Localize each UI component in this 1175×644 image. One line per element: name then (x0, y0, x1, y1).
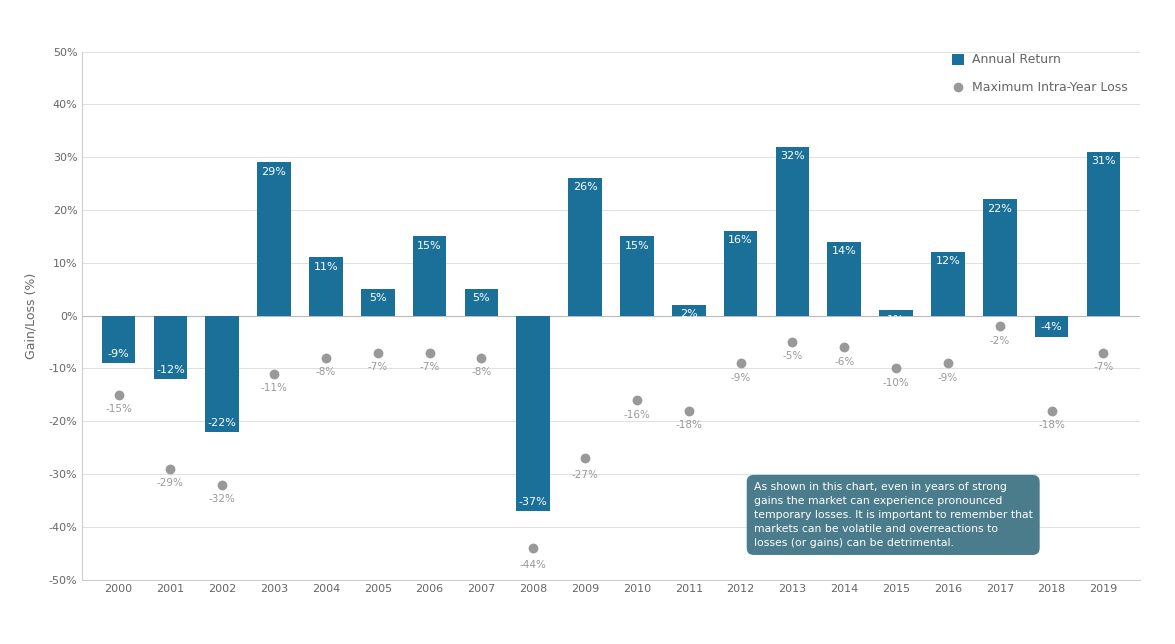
Bar (464, 289, 498, 316)
Text: -6%: -6% (834, 357, 854, 366)
Bar (931, 252, 965, 316)
Bar (1087, 152, 1120, 316)
Bar (102, 316, 135, 363)
Text: 16%: 16% (728, 235, 753, 245)
Text: -16%: -16% (624, 410, 650, 419)
Text: -22%: -22% (208, 417, 236, 428)
Point (316, 353, 335, 363)
Point (731, 358, 750, 368)
Text: -5%: -5% (783, 352, 803, 361)
Bar (776, 147, 810, 316)
Point (835, 342, 854, 352)
Bar (1035, 316, 1068, 337)
Text: 32%: 32% (780, 151, 805, 161)
Legend: Annual Return, Maximum Intra-Year Loss: Annual Return, Maximum Intra-Year Loss (945, 47, 1134, 100)
Bar (672, 305, 706, 316)
Point (991, 321, 1009, 331)
Text: -7%: -7% (1094, 362, 1114, 372)
Bar (412, 236, 446, 316)
Point (679, 406, 698, 416)
Point (264, 368, 283, 379)
Text: 22%: 22% (987, 204, 1012, 214)
Text: 2%: 2% (680, 309, 698, 319)
Bar (827, 242, 861, 316)
Text: -2%: -2% (989, 336, 1009, 346)
Y-axis label: Gain/Loss (%): Gain/Loss (%) (25, 272, 38, 359)
Text: -9%: -9% (731, 373, 751, 383)
Point (161, 464, 180, 474)
Text: -9%: -9% (938, 373, 958, 383)
Bar (569, 178, 602, 316)
Text: 15%: 15% (417, 241, 442, 251)
Point (421, 347, 439, 357)
Bar (154, 316, 187, 379)
Text: -8%: -8% (316, 367, 336, 377)
Text: -15%: -15% (105, 404, 132, 414)
Text: -9%: -9% (108, 349, 129, 359)
Text: -11%: -11% (261, 383, 288, 393)
Text: -37%: -37% (519, 497, 548, 507)
Bar (361, 289, 395, 316)
Text: 31%: 31% (1092, 156, 1116, 166)
Text: -4%: -4% (1041, 323, 1062, 332)
Bar (309, 258, 343, 316)
Point (1042, 406, 1061, 416)
Text: -27%: -27% (572, 469, 598, 480)
Point (213, 479, 231, 489)
Text: -44%: -44% (519, 560, 546, 569)
Text: 5%: 5% (472, 294, 490, 303)
Point (939, 358, 958, 368)
Text: -8%: -8% (471, 367, 491, 377)
Text: -7%: -7% (419, 362, 439, 372)
Text: 1%: 1% (887, 314, 905, 325)
Bar (724, 231, 758, 316)
Point (472, 353, 491, 363)
Text: -18%: -18% (676, 420, 703, 430)
Point (783, 337, 801, 347)
Bar (516, 316, 550, 511)
Text: 11%: 11% (314, 261, 338, 272)
Text: -32%: -32% (209, 494, 236, 504)
Point (368, 347, 387, 357)
Text: 26%: 26% (572, 182, 597, 193)
Text: As shown in this chart, even in years of strong
gains the market can experience : As shown in this chart, even in years of… (754, 482, 1033, 548)
Text: -12%: -12% (156, 365, 184, 375)
Point (887, 363, 906, 374)
Text: 12%: 12% (935, 256, 960, 267)
Text: -18%: -18% (1039, 420, 1065, 430)
Bar (257, 162, 291, 316)
Text: 15%: 15% (625, 241, 650, 251)
Bar (206, 316, 239, 431)
Bar (879, 310, 913, 316)
Point (1094, 347, 1113, 357)
Text: -10%: -10% (882, 378, 909, 388)
Point (576, 453, 595, 463)
Bar (983, 200, 1016, 316)
Text: -7%: -7% (368, 362, 388, 372)
Point (109, 390, 128, 400)
Point (627, 395, 646, 405)
Text: 14%: 14% (832, 246, 857, 256)
Text: -29%: -29% (157, 478, 183, 488)
Bar (620, 236, 653, 316)
Point (524, 543, 543, 553)
Text: 5%: 5% (369, 294, 387, 303)
Text: 29%: 29% (262, 167, 287, 176)
